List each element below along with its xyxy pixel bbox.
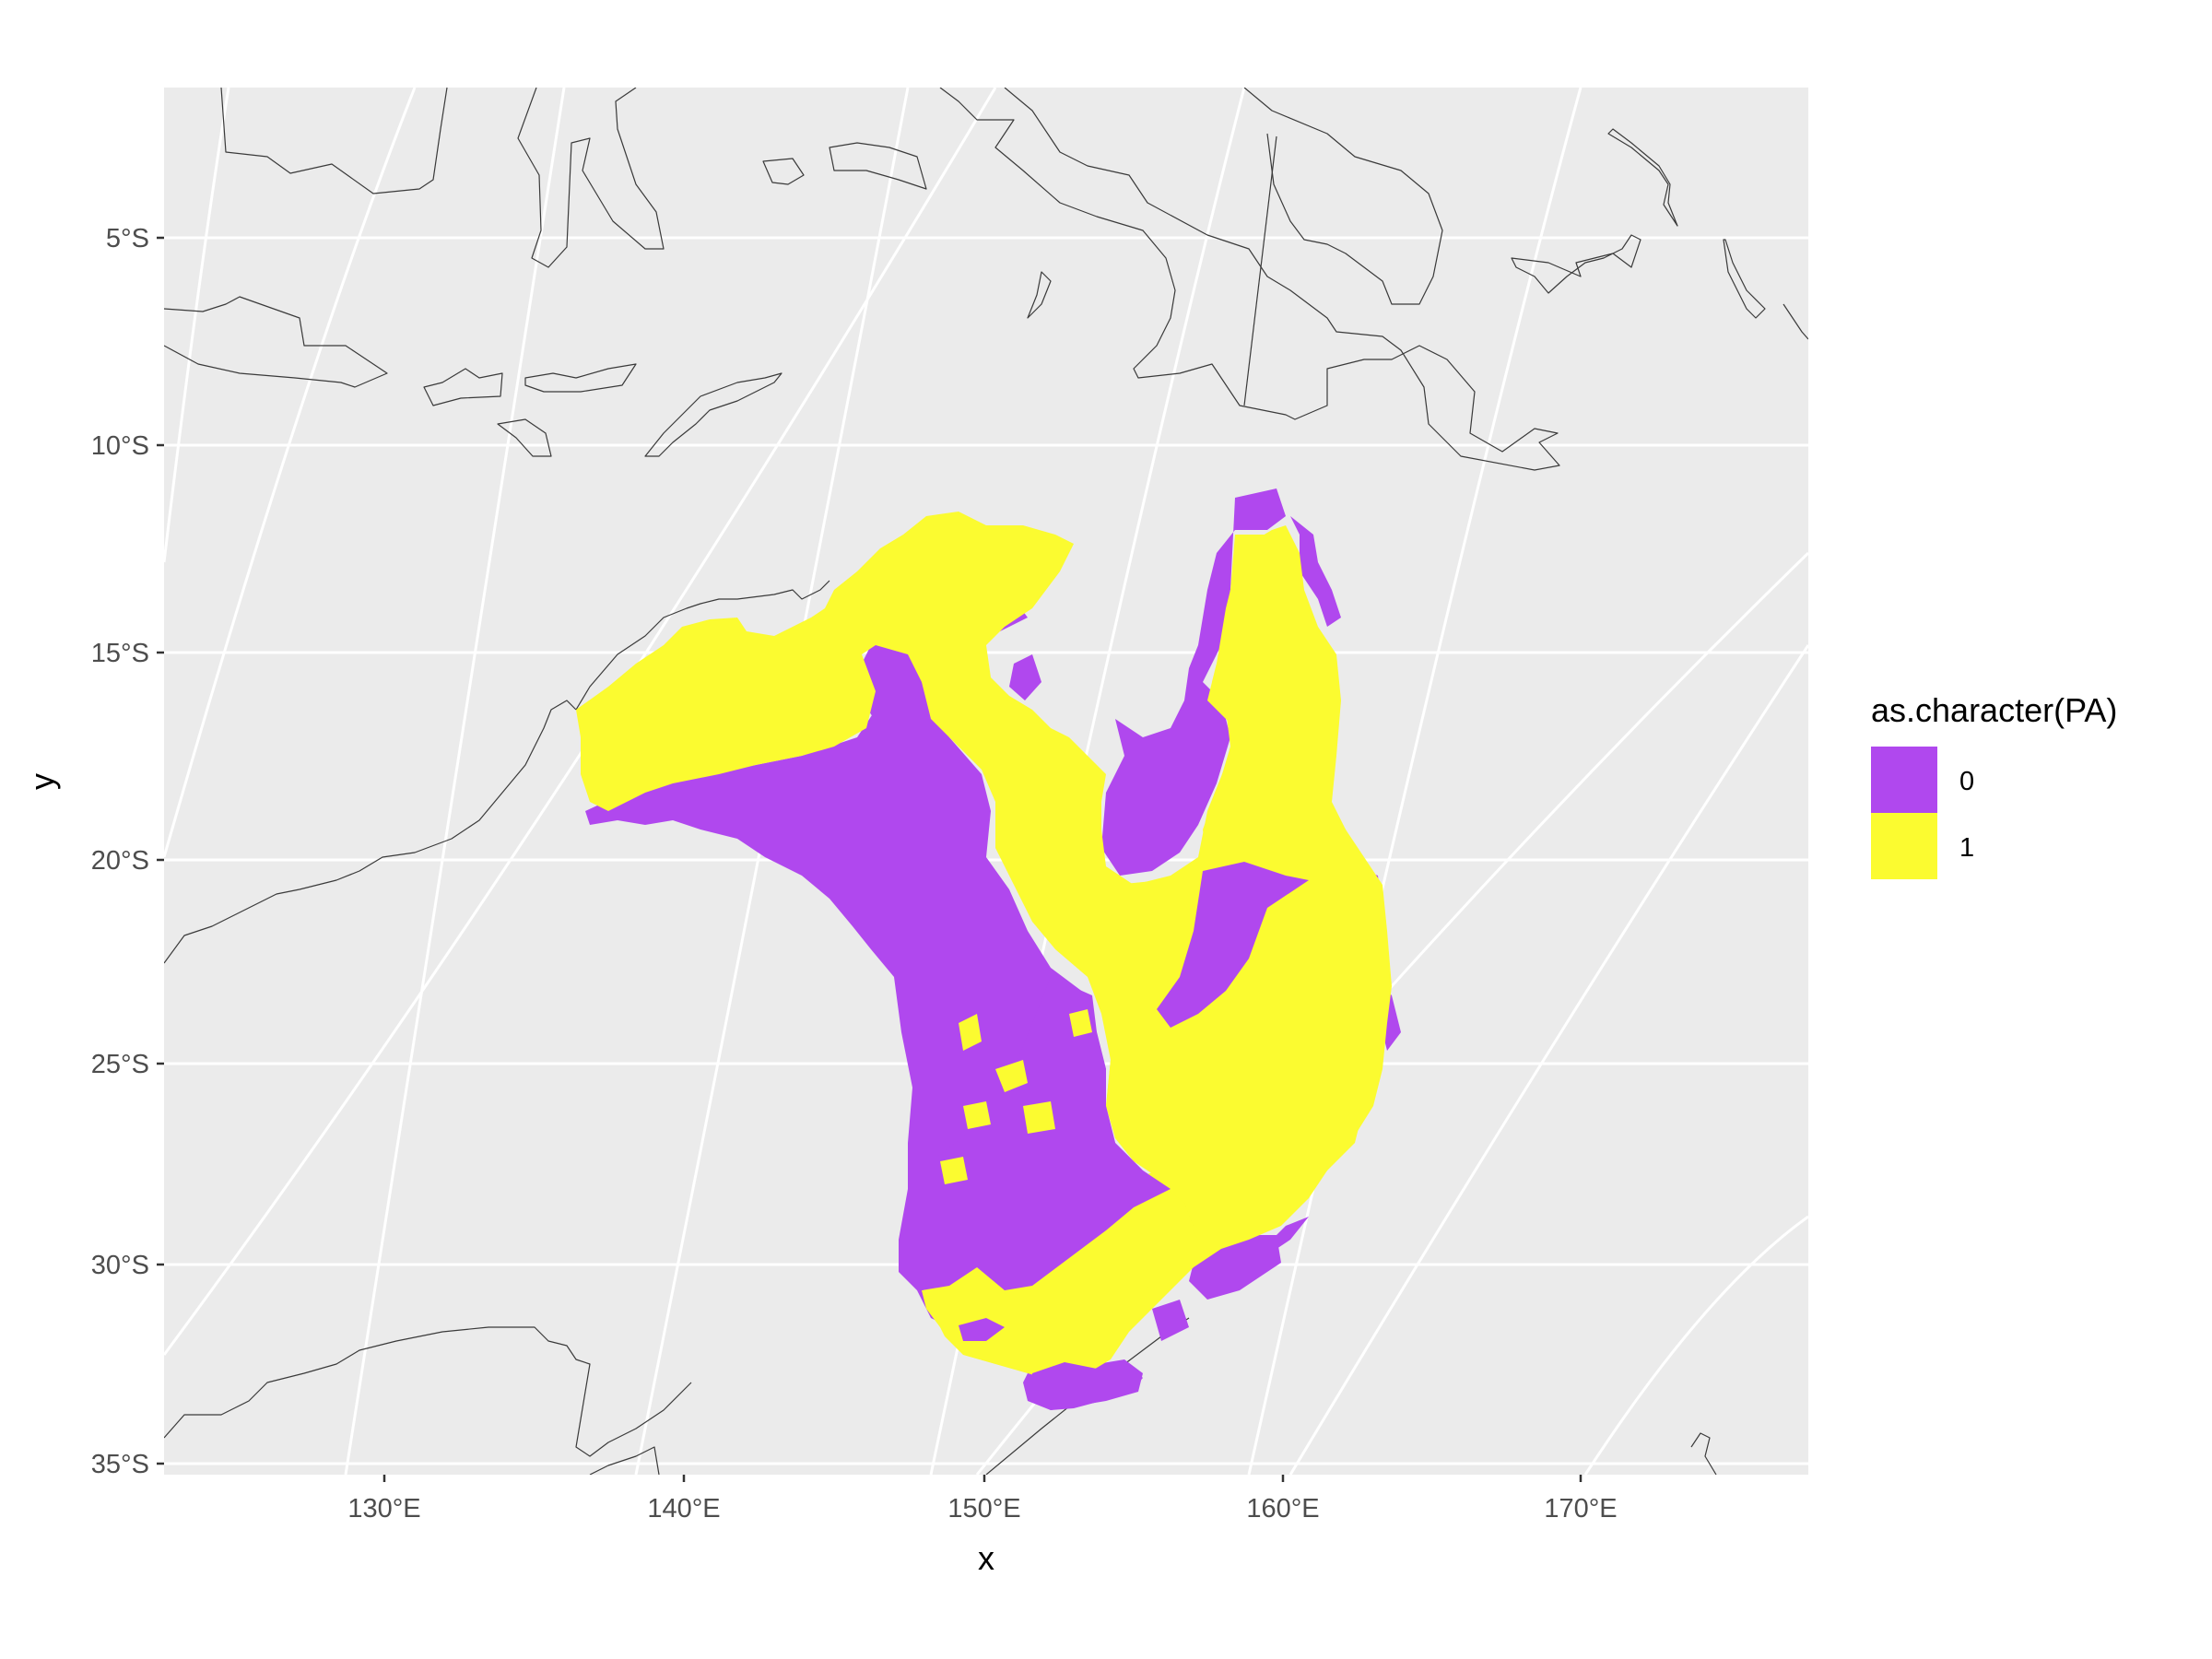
x-tick-label: 140°E	[647, 1494, 720, 1524]
y-tick-label: 30°S	[91, 1251, 149, 1280]
y-axis: 5°S 10°S 15°S 20°S 25°S 30°S 35°S	[91, 224, 164, 1479]
y-axis-title: y	[23, 773, 61, 790]
x-axis-title: x	[978, 1539, 994, 1577]
x-tick-label: 160°E	[1246, 1494, 1319, 1524]
y-tick-label: 20°S	[91, 846, 149, 876]
y-tick-label: 25°S	[91, 1050, 149, 1079]
x-tick-label: 150°E	[947, 1494, 1020, 1524]
legend-label-0: 0	[1959, 767, 1974, 796]
x-tick-label: 170°E	[1544, 1494, 1617, 1524]
legend-label-1: 1	[1959, 833, 1974, 863]
raster-class-1	[576, 512, 1392, 1382]
x-axis: 130°E 140°E 150°E 160°E 170°E	[347, 1475, 1618, 1524]
y-tick-label: 35°S	[91, 1450, 149, 1479]
legend-key-1	[1871, 813, 1937, 879]
coastlines	[164, 88, 1808, 1475]
y-tick-label: 10°S	[91, 431, 149, 461]
legend-key-0	[1871, 747, 1937, 813]
legend-title: as.character(PA)	[1871, 691, 2117, 729]
raster-class-1-spots	[687, 696, 1092, 1184]
x-tick-label: 130°E	[347, 1494, 420, 1524]
legend: as.character(PA) 0 1	[1871, 691, 2117, 879]
raster-class-0-overlay	[908, 862, 1309, 1410]
y-tick-label: 15°S	[91, 639, 149, 668]
y-tick-label: 5°S	[106, 224, 149, 253]
